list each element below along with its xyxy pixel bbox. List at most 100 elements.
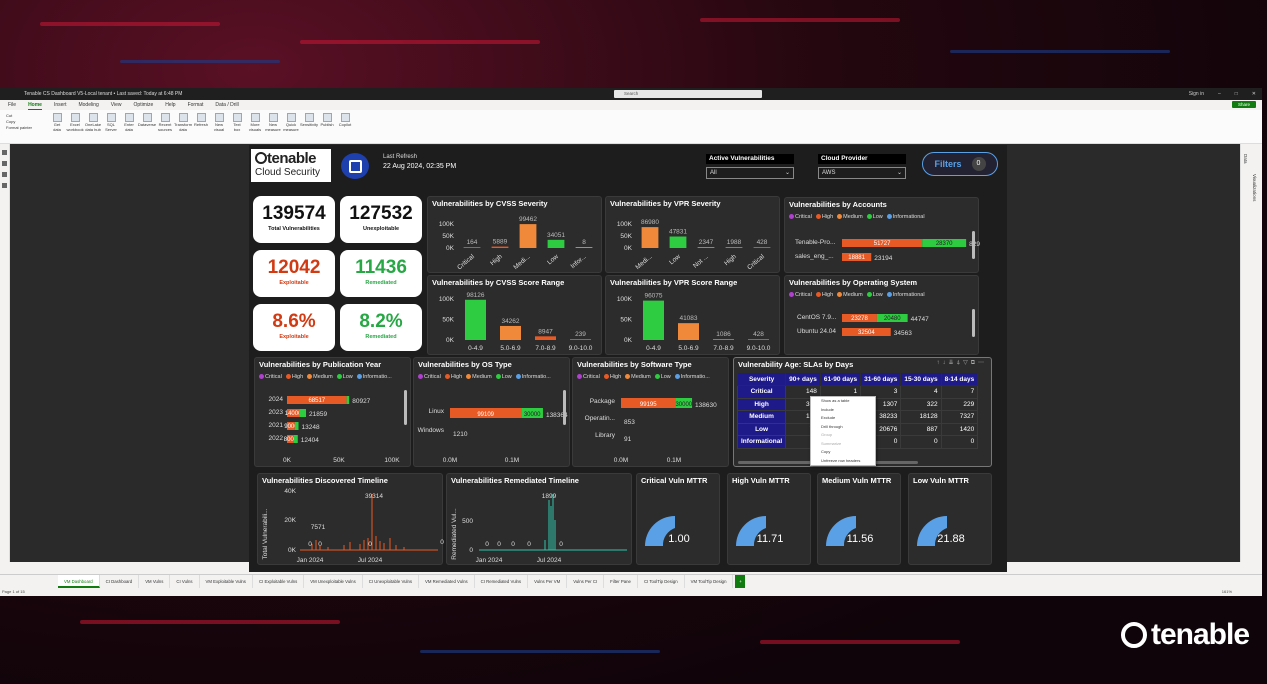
cvss-severity-chart[interactable]: Vulnerabilities by CVSS Severity 100K 50K 0… bbox=[427, 196, 602, 273]
bar[interactable] bbox=[678, 323, 699, 340]
context-menu-item[interactable]: Summarize bbox=[821, 440, 842, 446]
add-page-button[interactable]: + bbox=[735, 575, 746, 588]
page-tab[interactable]: Filter Pane bbox=[604, 575, 638, 588]
bar[interactable] bbox=[697, 247, 715, 248]
ribbon-tab[interactable]: File bbox=[8, 102, 17, 108]
ribbon-tab[interactable]: Optimize bbox=[133, 102, 154, 108]
discovered-timeline-chart[interactable]: Vulnerabilities Discovered Timeline Total… bbox=[257, 473, 444, 565]
bar-segment-medium[interactable] bbox=[842, 239, 923, 247]
bar-segment-low[interactable] bbox=[299, 409, 307, 417]
os-type-chart[interactable]: Vulnerabilities by OS Type Critical High Me… bbox=[413, 357, 570, 467]
page-tab[interactable]: VM Unexploitable Vulns bbox=[304, 575, 363, 588]
legend-item[interactable]: Critical bbox=[418, 374, 441, 380]
ribbon-button[interactable]: Transform data bbox=[174, 113, 192, 140]
legend-item[interactable]: Informatio... bbox=[515, 374, 551, 380]
ribbon-button[interactable]: Publish bbox=[320, 113, 334, 140]
dax-view-icon[interactable] bbox=[2, 183, 7, 188]
vertical-scrollbar[interactable] bbox=[563, 390, 566, 425]
kpi-card[interactable]: 8.6% Exploitable bbox=[253, 304, 335, 351]
legend-item[interactable]: Medium bbox=[837, 214, 863, 220]
page-tab[interactable]: CI Remediated Vulns bbox=[475, 575, 529, 588]
ribbon-button[interactable]: SQL Server bbox=[104, 113, 118, 140]
page-tab[interactable]: CI Dashboard bbox=[100, 575, 140, 588]
legend-item[interactable]: High bbox=[603, 374, 621, 380]
bar-segment-low[interactable] bbox=[922, 239, 967, 247]
ribbon-tab[interactable]: Modeling bbox=[78, 102, 99, 108]
software-type-chart[interactable]: Vulnerabilities by Software Type Critical… bbox=[572, 357, 729, 467]
bar-segment-medium[interactable] bbox=[450, 408, 522, 418]
table-cell[interactable]: 18128 bbox=[900, 410, 942, 424]
table-row[interactable]: Critical 148 1 3 4 7 bbox=[736, 385, 979, 399]
ribbon-button[interactable]: Recent sources bbox=[158, 113, 172, 140]
legend-item[interactable]: High bbox=[815, 292, 833, 298]
bar-segment-low[interactable] bbox=[675, 398, 693, 408]
bar-segment-medium[interactable] bbox=[842, 314, 877, 322]
clipboard-item[interactable]: Copy bbox=[6, 119, 16, 124]
legend-item[interactable]: Informational bbox=[886, 292, 925, 298]
visual-header-icons[interactable]: ↑↓⇊⍋▽⧉⋯ bbox=[936, 360, 987, 366]
page-tab[interactable]: VM Vulns bbox=[139, 575, 171, 588]
legend-item[interactable]: Low bbox=[654, 374, 671, 380]
bar[interactable] bbox=[465, 299, 486, 340]
table-cell[interactable]: 887 bbox=[900, 422, 942, 436]
ribbon-tab[interactable]: Data / Drill bbox=[215, 102, 239, 108]
remediated-timeline-chart[interactable]: Vulnerabilities Remediated Timeline Remed… bbox=[446, 473, 632, 565]
page-tab[interactable]: VM Dashboard bbox=[58, 575, 100, 588]
column-header[interactable]: 61-90 days bbox=[819, 372, 862, 386]
os-chart[interactable]: Vulnerabilities by Operating System Criti… bbox=[784, 275, 979, 355]
bar-segment-medium[interactable] bbox=[842, 253, 872, 261]
accounts-chart[interactable]: Vulnerabilities by Accounts Critical High M… bbox=[784, 197, 980, 273]
bar[interactable] bbox=[725, 247, 743, 248]
gauge-fill[interactable] bbox=[645, 516, 675, 546]
vertical-scrollbar[interactable] bbox=[972, 231, 975, 259]
vertical-scrollbar[interactable] bbox=[972, 309, 975, 337]
legend-item[interactable]: High bbox=[815, 214, 833, 220]
zoom-level[interactable]: 161% bbox=[1221, 589, 1232, 594]
bar[interactable] bbox=[643, 300, 664, 340]
bar[interactable] bbox=[641, 227, 659, 248]
legend-item[interactable]: High bbox=[444, 374, 462, 380]
legend-item[interactable]: Medium bbox=[625, 374, 651, 380]
maximize-icon[interactable]: □ bbox=[1234, 91, 1238, 97]
ribbon-tab[interactable]: Help bbox=[165, 102, 176, 108]
row-header[interactable]: High bbox=[736, 397, 787, 411]
bar-segment-low[interactable] bbox=[293, 435, 298, 443]
context-menu-item[interactable]: Unfreeze row headers bbox=[821, 457, 861, 463]
bar-segment-medium[interactable] bbox=[287, 396, 347, 404]
publication-year-chart[interactable]: Vulnerabilities by Publication Year Criti… bbox=[254, 357, 411, 467]
ribbon-button[interactable]: Copilot bbox=[338, 113, 352, 140]
legend-item[interactable]: Medium bbox=[307, 374, 333, 380]
row-header[interactable]: Critical bbox=[736, 385, 787, 399]
bar-segment-low[interactable] bbox=[346, 396, 350, 404]
bar[interactable] bbox=[575, 247, 593, 248]
ribbon-button[interactable]: Excel workbook bbox=[66, 113, 84, 140]
bar-segment-medium[interactable] bbox=[287, 422, 295, 430]
bar[interactable] bbox=[713, 339, 734, 340]
ribbon-button[interactable]: Get data bbox=[50, 113, 64, 140]
cloud-provider-dropdown[interactable]: AWS ⌄ bbox=[818, 167, 906, 179]
bar-segment-medium[interactable] bbox=[287, 435, 294, 443]
visualizations-pane-label[interactable]: Visualizations bbox=[1252, 174, 1257, 202]
page-tab[interactable]: VM Exploitable Vulns bbox=[200, 575, 253, 588]
legend-item[interactable]: Low bbox=[495, 374, 512, 380]
legend-item[interactable]: Critical bbox=[259, 374, 282, 380]
report-view-icon[interactable] bbox=[2, 150, 7, 155]
clipboard-item[interactable]: Cut bbox=[6, 113, 13, 118]
ribbon-button[interactable]: Dataverse bbox=[138, 113, 156, 140]
ribbon-tab[interactable]: Insert bbox=[53, 102, 67, 108]
bar[interactable] bbox=[669, 236, 687, 248]
minimize-icon[interactable]: – bbox=[1217, 91, 1221, 97]
close-icon[interactable]: ✕ bbox=[1251, 91, 1256, 97]
mttr-card[interactable]: Critical Vuln MTTR 1.00 bbox=[636, 473, 720, 565]
bar[interactable] bbox=[753, 247, 771, 248]
cvss-range-chart[interactable]: Vulnerabilities by CVSS Score Range 100K 5… bbox=[427, 275, 602, 355]
column-header[interactable]: Severity bbox=[736, 372, 787, 386]
bar-segment-low[interactable] bbox=[294, 422, 299, 430]
vertical-scrollbar[interactable] bbox=[404, 390, 407, 425]
bar[interactable] bbox=[519, 224, 537, 248]
mttr-card[interactable]: High Vuln MTTR 11.71 bbox=[727, 473, 811, 565]
search-input[interactable]: Search bbox=[614, 90, 762, 98]
legend-item[interactable]: Low bbox=[336, 374, 353, 380]
bar-segment-low[interactable] bbox=[521, 408, 543, 418]
context-menu[interactable]: Show as a table Include Exclude Drill throu… bbox=[810, 396, 876, 466]
